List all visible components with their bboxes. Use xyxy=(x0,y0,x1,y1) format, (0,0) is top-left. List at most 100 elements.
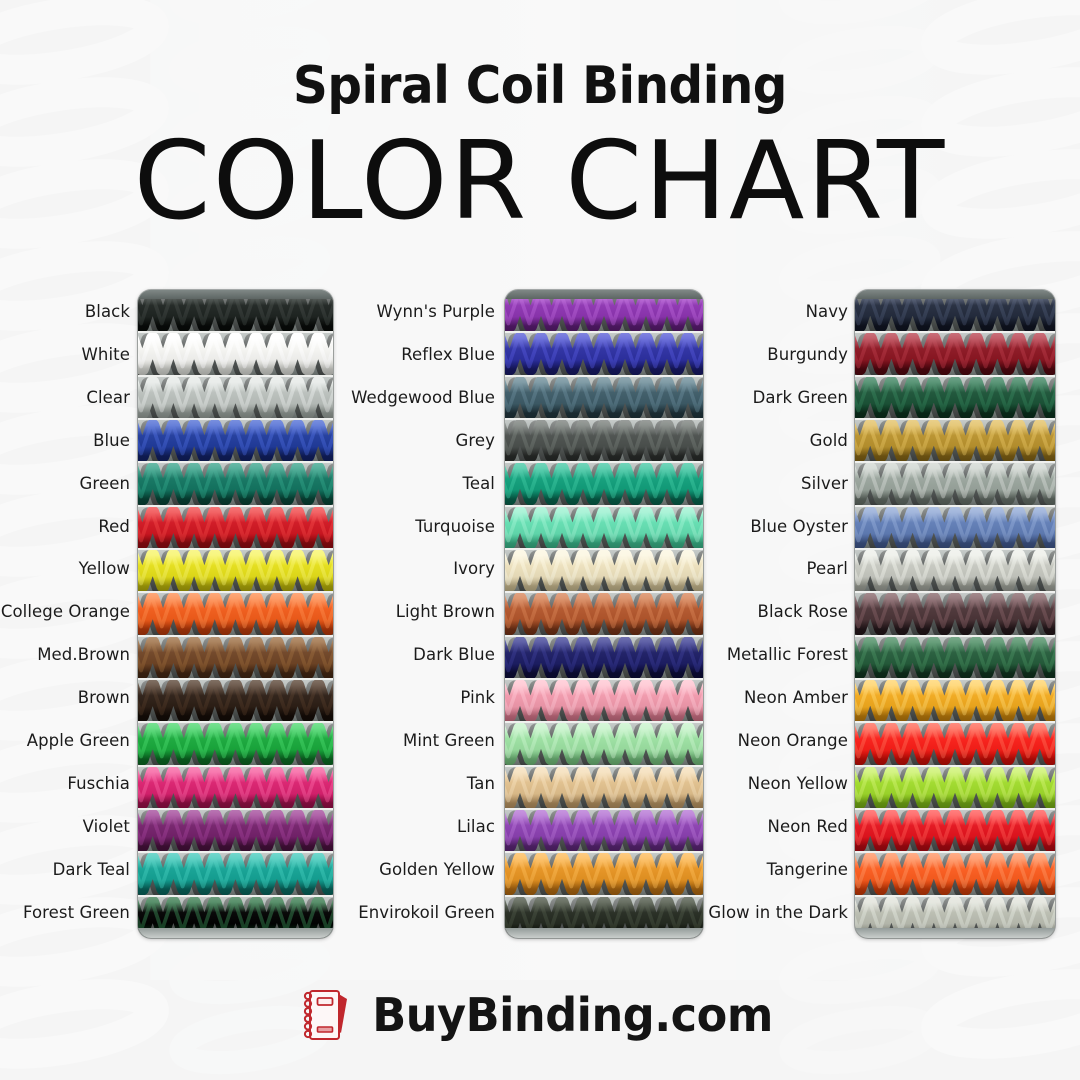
coil-sample-tray xyxy=(855,290,1055,938)
coil-sample-tray xyxy=(138,290,333,938)
color-label: Blue xyxy=(93,430,130,450)
coil-swatch xyxy=(505,376,703,420)
color-label: Brown xyxy=(77,688,130,708)
tray-bottom-edge xyxy=(505,928,703,938)
color-column-1: Black White Clear Blue Green Red Yellow College… xyxy=(0,290,333,938)
coil-swatch xyxy=(855,549,1055,594)
coil-swatch xyxy=(138,636,333,680)
color-label: Envirokoil Green xyxy=(358,902,495,922)
coil-swatch xyxy=(138,809,333,854)
color-column-3: Navy Burgundy Dark Green Gold Silver Blue Oys… xyxy=(708,290,1055,938)
color-label: Forest Green xyxy=(22,902,130,922)
brand-name: BuyBinding.com xyxy=(372,988,774,1042)
color-label: Burgundy xyxy=(767,344,848,364)
coil-swatch xyxy=(855,419,1055,464)
color-label: Silver xyxy=(801,473,848,493)
color-label: Ivory xyxy=(453,559,495,579)
coil-swatch xyxy=(855,593,1055,637)
coil-swatch xyxy=(505,506,703,550)
color-label: Tangerine xyxy=(766,859,848,879)
color-column-2: Wynn's Purple Reflex Blue Wedgewood Blue Gr… xyxy=(351,290,703,938)
color-label: Metallic Forest xyxy=(726,645,848,665)
color-label: Golden Yellow xyxy=(379,859,495,879)
coil-swatch xyxy=(505,419,703,464)
color-label: Tan xyxy=(466,773,495,793)
coil-swatch xyxy=(138,853,333,897)
color-label: White xyxy=(81,344,130,364)
spiral-notebook-icon xyxy=(300,986,352,1044)
coil-swatch xyxy=(138,593,333,637)
color-label: Neon Red xyxy=(767,816,848,836)
coil-swatch xyxy=(138,376,333,420)
color-label: Clear xyxy=(86,387,130,407)
coil-swatch xyxy=(505,333,703,377)
page-title: COLOR CHART xyxy=(133,119,947,244)
color-label: Pearl xyxy=(806,559,848,579)
color-label-list: Navy Burgundy Dark Green Gold Silver Blue Oys… xyxy=(708,290,1055,938)
color-label: Turquoise xyxy=(415,516,495,536)
tray-bottom-edge xyxy=(855,928,1055,938)
coil-swatch xyxy=(855,506,1055,550)
color-label: Neon Yellow xyxy=(747,773,848,793)
color-label-list: Black White Clear Blue Green Red Yellow College… xyxy=(0,290,333,938)
color-label: Navy xyxy=(805,302,848,321)
coil-swatch xyxy=(855,463,1055,507)
color-label: Blue Oyster xyxy=(750,516,848,536)
tray-top-edge xyxy=(138,290,333,299)
color-label: Pink xyxy=(460,688,495,708)
color-label: College Orange xyxy=(0,602,130,622)
coil-swatch xyxy=(505,766,703,810)
color-label: Green xyxy=(79,473,130,493)
color-label: Glow in the Dark xyxy=(708,902,848,922)
coil-swatch xyxy=(138,419,333,464)
coil-swatch xyxy=(855,723,1055,767)
tray-top-edge xyxy=(505,290,703,299)
color-label: Yellow xyxy=(78,559,130,579)
color-label: Reflex Blue xyxy=(401,344,495,364)
coil-swatch xyxy=(855,333,1055,377)
color-label: Violet xyxy=(82,816,130,836)
color-label: Fuschia xyxy=(67,773,130,793)
coil-sample-tray xyxy=(505,290,703,938)
coil-swatch xyxy=(855,809,1055,854)
coil-swatch xyxy=(138,463,333,507)
color-label: Teal xyxy=(462,473,495,493)
page-subtitle: Spiral Coil Binding xyxy=(293,56,787,116)
color-label: Wedgewood Blue xyxy=(351,387,495,407)
color-label: Neon Amber xyxy=(743,688,848,708)
coil-swatch xyxy=(855,679,1055,724)
coil-swatch xyxy=(138,549,333,594)
color-label: Mint Green xyxy=(403,731,495,750)
color-label: Grey xyxy=(455,430,495,450)
coil-swatch xyxy=(855,853,1055,897)
coil-swatch xyxy=(138,679,333,724)
color-label: Dark Blue xyxy=(413,645,495,665)
color-label: Gold xyxy=(809,430,848,450)
tray-top-edge xyxy=(855,290,1055,299)
coil-swatch xyxy=(855,376,1055,420)
coil-swatch xyxy=(505,723,703,767)
coil-swatch xyxy=(505,549,703,594)
tray-bottom-edge xyxy=(138,928,333,938)
coil-swatch xyxy=(138,506,333,550)
coil-swatch xyxy=(138,723,333,767)
color-label: Light Brown xyxy=(395,602,495,622)
color-label: Dark Green xyxy=(752,387,848,407)
color-label-list: Wynn's Purple Reflex Blue Wedgewood Blue Gr… xyxy=(351,290,703,938)
color-label: Lilac xyxy=(456,816,495,836)
coil-swatch xyxy=(505,853,703,897)
color-label: Wynn's Purple xyxy=(376,302,495,321)
coil-swatch xyxy=(138,333,333,377)
coil-swatch xyxy=(505,593,703,637)
coil-swatch xyxy=(855,636,1055,680)
coil-swatch xyxy=(138,766,333,810)
coil-swatch xyxy=(505,679,703,724)
color-label: Dark Teal xyxy=(52,859,130,879)
color-label: Med.Brown xyxy=(37,645,130,665)
color-label: Black xyxy=(84,302,130,321)
coil-swatch xyxy=(505,809,703,854)
coil-swatch xyxy=(505,463,703,507)
color-label: Apple Green xyxy=(26,731,130,750)
color-label: Black Rose xyxy=(757,602,848,622)
coil-swatch xyxy=(505,636,703,680)
